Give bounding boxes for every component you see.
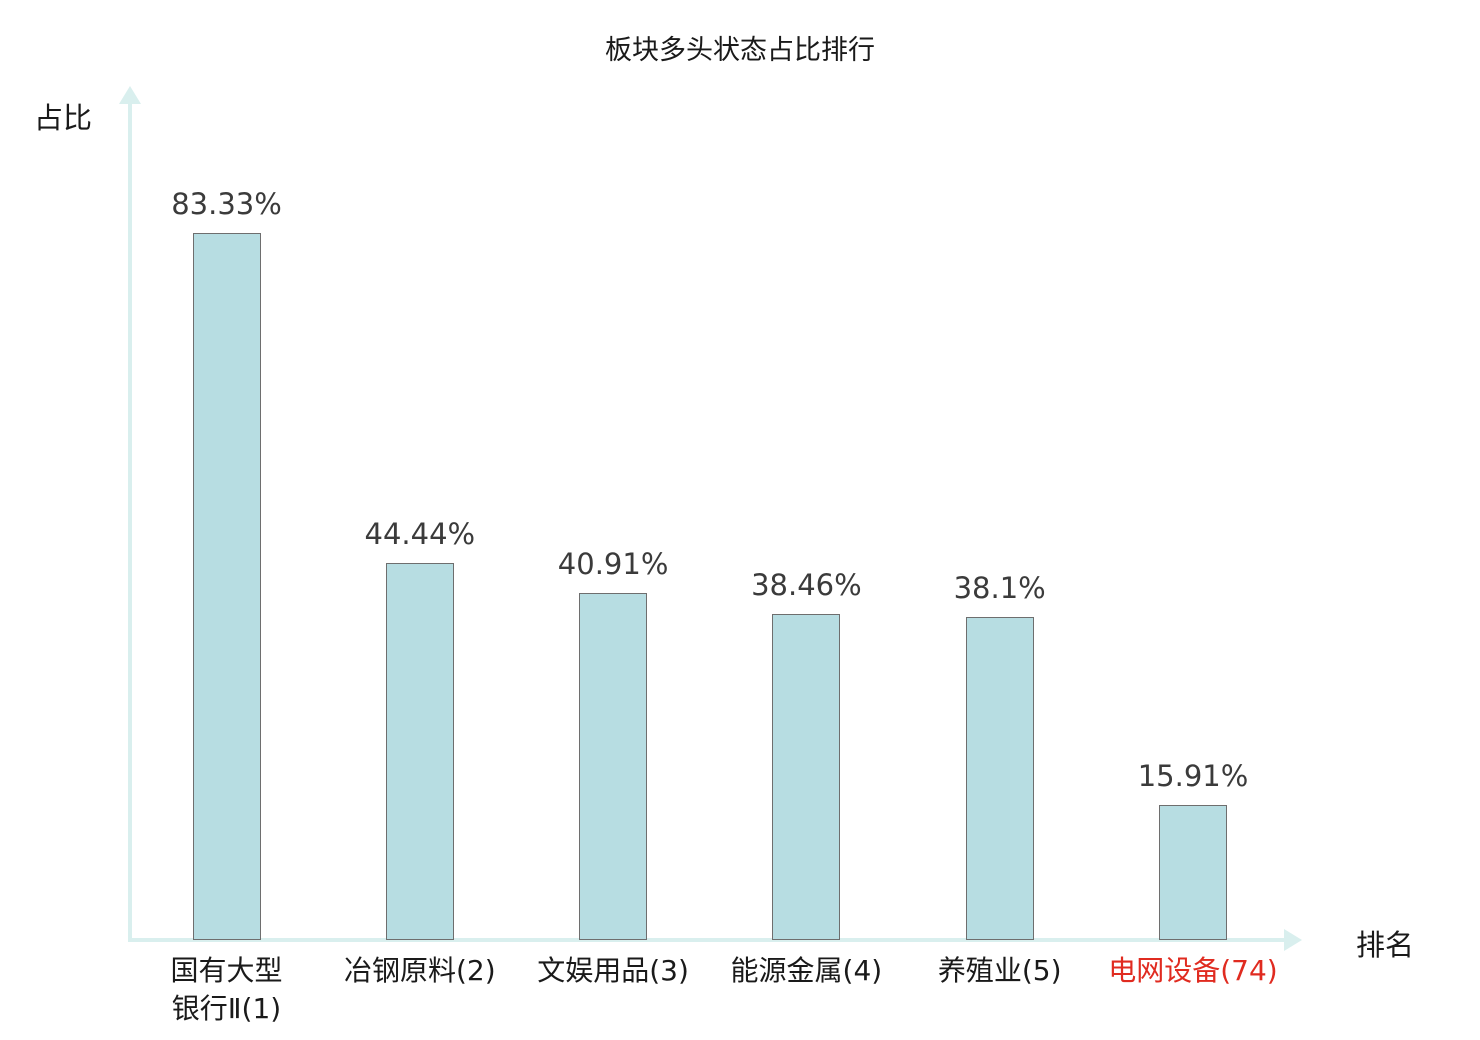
bar-3: [579, 592, 648, 940]
bar-1: [192, 233, 261, 940]
category-label-5: 养殖业(5): [937, 954, 1062, 987]
y-axis-label: 占比: [34, 101, 93, 135]
category-label-6: 电网设备(74): [1108, 954, 1278, 987]
value-label-6: 15.91%: [1137, 759, 1249, 793]
category-label-2: 冶钢原料(2): [343, 954, 496, 987]
chart-title: 板块多头状态占比排行: [605, 35, 875, 66]
category-label-1: 国有大型 银行Ⅱ(1): [170, 954, 283, 1025]
bar-2: [385, 562, 454, 940]
value-label-2: 44.44%: [364, 516, 476, 551]
value-label-1: 83.33%: [171, 187, 282, 221]
bar-5: [965, 616, 1034, 940]
y-axis-arrow-icon: [119, 86, 141, 104]
category-label-4: 能源金属(4): [730, 954, 883, 987]
y-axis-line: [128, 102, 132, 942]
bar-4: [772, 613, 841, 940]
x-axis-line: [128, 938, 1288, 942]
bar-6: [1159, 805, 1227, 940]
value-label-3: 40.91%: [557, 546, 669, 581]
value-label-4: 38.46%: [751, 567, 862, 602]
value-label-5: 38.1%: [953, 570, 1046, 605]
category-label-3: 文娱用品(3): [537, 954, 689, 987]
x-axis-label: 排名: [1356, 928, 1415, 962]
x-axis-arrow-icon: [1284, 929, 1302, 951]
